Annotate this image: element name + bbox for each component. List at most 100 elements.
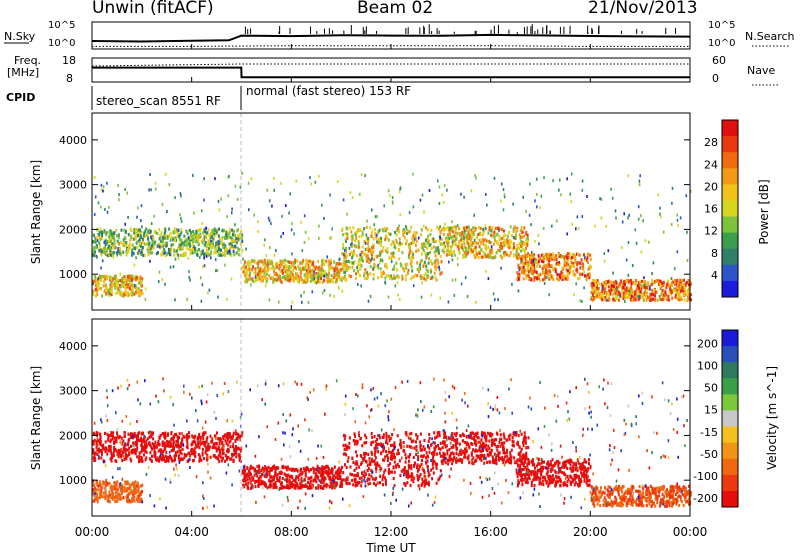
scatter-cell-sparse [126,248,129,252]
scatter-cell [414,236,417,240]
scatter-cell [612,287,615,291]
scatter-cell [582,267,585,271]
scatter-cell [224,439,227,443]
scatter-cell [293,484,296,488]
scatter-cell [104,283,107,287]
scatter-cell [197,248,200,252]
noise-axis-bottom-left: 10^0 [48,38,75,49]
scatter-cell [320,266,323,271]
scatter-cell [662,280,665,284]
scatter-cell-sparse [136,215,138,219]
scatter-cell [168,251,171,255]
scatter-cell [286,465,289,469]
scatter-cell [198,233,201,238]
scatter-cell [336,270,339,274]
scatter-cell [145,441,148,445]
scatter-cell [137,438,140,442]
scatter-cell [474,228,477,233]
scatter-cell [485,254,488,259]
scatter-cell-sparse [433,238,436,242]
scatter-cell [499,254,502,258]
scatter-cell [278,267,281,271]
scatter-cell [477,226,480,230]
scatter-cell [345,246,347,250]
scatter-cell [339,481,342,485]
scatter-cell [178,458,181,462]
scatter-cell [478,245,481,249]
scatter-cell-sparse [660,215,662,219]
scatter-cell [147,431,150,435]
scatter-cell [411,238,414,243]
scatter-cell [524,246,527,250]
scatter-cell [523,270,526,274]
scatter-cell [596,279,599,283]
scatter-cell [564,277,567,281]
scatter-cell [682,289,685,293]
scatter-cell [185,229,188,233]
power-colorbar-swatch [722,264,738,282]
scatter-cell [126,488,129,492]
scatter-cell [188,229,191,233]
scatter-cell [211,229,214,233]
scatter-cell [622,291,625,295]
scatter-cell [380,271,383,275]
scatter-cell [127,278,130,282]
scatter-cell [115,487,118,491]
scatter-cell [120,290,123,294]
scatter-cell [404,242,407,246]
scatter-cell [339,474,342,479]
scatter-cell [223,459,226,463]
scatter-cell [415,231,418,235]
scatter-cell [257,260,260,264]
scatter-cell [357,245,360,249]
scatter-cell [535,270,538,275]
scatter-cell [218,440,221,444]
scatter-cell [189,234,192,238]
scatter-cell [414,243,417,247]
scatter-cell [420,245,423,249]
scatter-cell [401,277,404,281]
scatter-cell [532,271,535,275]
scatter-cell [117,236,120,240]
scatter-cell [585,278,588,282]
scatter-cell [218,251,221,255]
scatter-cell [145,445,148,449]
scatter-cell [239,456,241,460]
scatter-cell [296,482,299,486]
scatter-cell [379,267,382,271]
scatter-cell-sparse [234,245,237,249]
scatter-cell [328,269,331,273]
scatter-cell [140,499,142,503]
scatter-cell-sparse [280,235,282,239]
scatter-cell [224,253,226,257]
scatter-cell [269,476,272,480]
scatter-cell [133,491,136,495]
scatter-cell [112,231,115,235]
scatter-cell-sparse [295,179,298,183]
scatter-cell [477,242,479,246]
scatter-cell [113,436,116,440]
scatter-cell [614,296,617,300]
scatter-cell [385,274,388,278]
scatter-cell [431,275,434,279]
scatter-cell [392,274,395,278]
scatter-cell [402,228,405,232]
scatter-cell [229,236,232,240]
scatter-cell [645,291,648,295]
scatter-cell [299,482,302,486]
scatter-cell [208,233,211,237]
scatter-cell [453,253,456,257]
scatter-cell-sparse [161,278,164,281]
scatter-cell [424,251,427,255]
scatter-cell [246,477,249,481]
scatter-cell [586,256,589,260]
scatter-cell [205,252,208,256]
scatter-cell [684,289,687,293]
scatter-cell [131,253,133,257]
scatter-cell [286,278,289,282]
scatter-cell [232,233,234,237]
scatter-cell [110,451,113,455]
scatter-cell [111,243,114,247]
scatter-cell [119,455,122,459]
scatter-cell [283,268,286,272]
